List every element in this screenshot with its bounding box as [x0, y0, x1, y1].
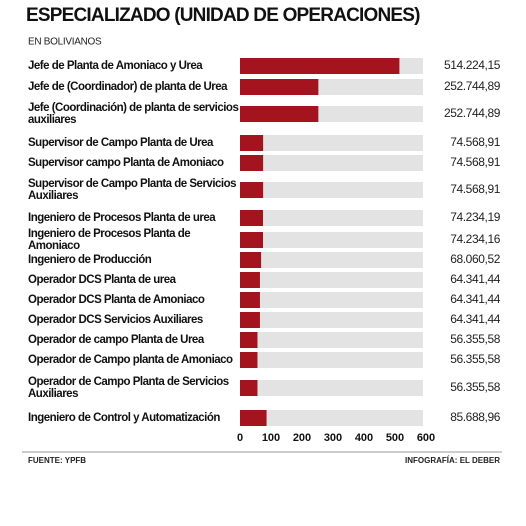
category-label: Supervisor campo Planta de Amoniaco [28, 157, 224, 169]
bar [240, 232, 264, 248]
bar-background [240, 252, 423, 268]
bar-background [240, 332, 423, 348]
bar [240, 380, 258, 396]
category-label: Supervisor de Campo Planta de Servicios … [28, 178, 237, 202]
bar [240, 292, 260, 308]
category-label: Jefe de Planta de Amoniaco y Urea [28, 60, 203, 72]
bar-background [240, 232, 423, 248]
bar [240, 155, 264, 171]
bar [240, 252, 262, 268]
bar [240, 210, 264, 226]
bar-background [240, 135, 423, 151]
value-label: 74.234,19 [450, 210, 501, 224]
category-label: Operador DCS Servicios Auxiliares [28, 314, 203, 326]
value-label: 56.355,58 [450, 352, 501, 366]
bar [240, 106, 319, 122]
value-label: 56.355,58 [450, 332, 501, 346]
x-tick-label: 100 [262, 432, 280, 444]
category-label: Operador DCS Planta de urea [28, 274, 176, 286]
value-label: 64.341,44 [450, 272, 501, 286]
value-label: 74.234,16 [450, 232, 501, 246]
category-label: Ingeniero de Procesos Planta de Amoniaco [28, 228, 191, 252]
bar-background [240, 210, 423, 226]
value-label: 64.341,44 [450, 312, 501, 326]
x-tick-label: 500 [386, 432, 404, 444]
bar [240, 135, 264, 151]
bar [240, 312, 260, 328]
x-tick-label: 400 [355, 432, 373, 444]
category-label: Ingeniero de Control y Automatización [28, 412, 220, 424]
value-label: 85.688,96 [450, 410, 501, 424]
bar-background [240, 352, 423, 368]
value-label: 74.568,91 [450, 182, 501, 196]
value-label: 74.568,91 [450, 135, 501, 149]
bar-background [240, 410, 423, 426]
credit: INFOGRAFÍA: EL DEBER [405, 456, 500, 465]
bar-background [240, 272, 423, 288]
category-label: Operador de Campo planta de Amoniaco [28, 354, 233, 366]
value-label: 514.224,15 [444, 58, 501, 72]
bar-background [240, 155, 423, 171]
bar [240, 79, 319, 95]
category-label: Operador DCS Planta de Amoniaco [28, 294, 205, 306]
bar [240, 58, 400, 74]
bar [240, 410, 267, 426]
chart-subtitle: EN BOLIVIANOS [28, 37, 102, 48]
x-tick-label: 200 [293, 432, 311, 444]
bar [240, 272, 260, 288]
value-label: 64.341,44 [450, 292, 501, 306]
chart-title: ESPECIALIZADO (UNIDAD DE OPERACIONES) [26, 5, 420, 26]
x-tick-label: 300 [324, 432, 342, 444]
category-label: Supervisor de Campo Planta de Urea [28, 137, 213, 149]
category-label: Jefe de (Coordinador) de planta de Urea [28, 81, 228, 93]
value-label: 56.355,58 [450, 380, 501, 394]
bar-background [240, 182, 423, 198]
source: FUENTE: YPFB [28, 456, 86, 465]
bar [240, 332, 258, 348]
bar-background [240, 312, 423, 328]
x-tick-label: 0 [237, 432, 243, 444]
category-label: Jefe (Coordinación) de planta de servici… [28, 102, 239, 126]
value-label: 74.568,91 [450, 155, 501, 169]
x-tick-label: 600 [417, 432, 435, 444]
category-label: Ingeniero de Producción [28, 254, 152, 266]
bar-background [240, 292, 423, 308]
value-label: 252.744,89 [444, 106, 501, 120]
value-label: 252.744,89 [444, 79, 501, 93]
category-label: Operador de campo Planta de Urea [28, 334, 204, 346]
bar [240, 352, 258, 368]
bar [240, 182, 264, 198]
bar-background [240, 380, 423, 396]
value-label: 68.060,52 [450, 252, 501, 266]
category-label: Operador de Campo Planta de Servicios Au… [28, 376, 229, 400]
category-label: Ingeniero de Procesos Planta de urea [28, 212, 216, 224]
